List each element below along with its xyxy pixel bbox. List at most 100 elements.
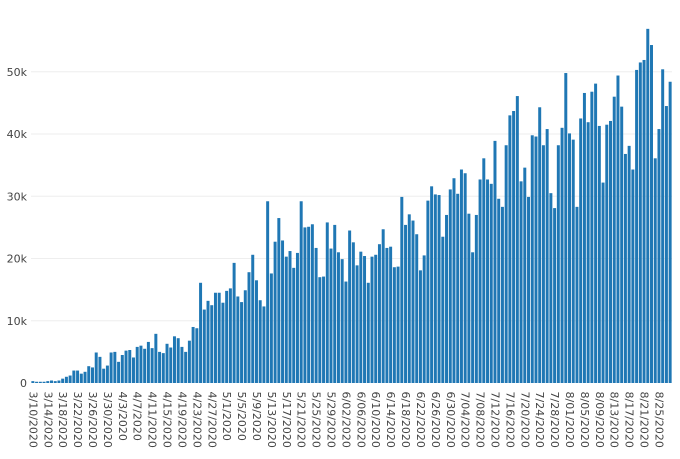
bar bbox=[344, 281, 348, 383]
bar bbox=[612, 96, 616, 383]
bar bbox=[284, 256, 288, 383]
bar bbox=[400, 196, 404, 383]
bar bbox=[430, 186, 434, 383]
bar bbox=[98, 356, 102, 383]
bar bbox=[94, 352, 98, 383]
x-tick-label: 6/14/2020 bbox=[384, 392, 397, 448]
bar bbox=[139, 345, 143, 383]
bar bbox=[418, 270, 422, 383]
bar bbox=[72, 370, 76, 383]
x-tick-label: 3/26/2020 bbox=[86, 392, 99, 448]
bar bbox=[169, 347, 173, 383]
bar bbox=[456, 193, 460, 383]
x-tick-label: 5/5/2020 bbox=[235, 392, 248, 441]
bar bbox=[530, 135, 534, 383]
bar bbox=[489, 183, 493, 383]
x-tick-label: 3/14/2020 bbox=[41, 392, 54, 448]
bar bbox=[83, 371, 87, 383]
bar bbox=[627, 145, 631, 383]
bar bbox=[426, 200, 430, 383]
x-tick-label: 7/16/2020 bbox=[503, 392, 516, 448]
bar bbox=[545, 129, 549, 383]
x-tick-label: 3/30/2020 bbox=[101, 392, 114, 448]
bar bbox=[236, 296, 240, 383]
bar bbox=[232, 262, 236, 383]
bar bbox=[512, 111, 516, 383]
bar bbox=[396, 266, 400, 383]
bar bbox=[299, 201, 303, 383]
x-tick-label: 5/29/2020 bbox=[325, 392, 338, 448]
bar bbox=[191, 326, 195, 383]
bar bbox=[176, 338, 180, 383]
bar bbox=[441, 236, 445, 383]
bar bbox=[486, 179, 490, 383]
bar bbox=[336, 252, 340, 383]
y-tick-label: 50k bbox=[7, 66, 28, 79]
bar bbox=[50, 380, 53, 383]
y-axis: 0 10k 20k 30k 40k 50k bbox=[7, 66, 28, 390]
x-tick-label: 6/02/2020 bbox=[339, 392, 352, 448]
x-tick-label: 8/17/2020 bbox=[623, 392, 636, 448]
bar bbox=[340, 259, 344, 383]
bar bbox=[161, 353, 165, 383]
bar bbox=[76, 370, 80, 383]
bar bbox=[564, 73, 568, 383]
x-tick-label: 5/9/2020 bbox=[250, 392, 263, 441]
bar bbox=[359, 251, 363, 383]
bar bbox=[355, 265, 359, 383]
bar bbox=[187, 340, 191, 383]
bar bbox=[68, 375, 72, 383]
bar bbox=[653, 158, 657, 383]
bar bbox=[254, 280, 258, 383]
x-tick-label: 5/25/2020 bbox=[310, 392, 323, 448]
bar bbox=[262, 306, 266, 383]
bar bbox=[333, 224, 337, 383]
x-tick-label: 7/08/2020 bbox=[474, 392, 487, 448]
bar bbox=[538, 107, 542, 384]
bar bbox=[109, 352, 113, 383]
bar bbox=[597, 125, 601, 383]
bar bbox=[57, 380, 61, 383]
bar bbox=[459, 169, 463, 383]
bar bbox=[143, 348, 147, 383]
bar bbox=[534, 136, 538, 383]
bar bbox=[605, 124, 609, 383]
x-tick-label: 4/11/2020 bbox=[146, 392, 159, 448]
bar bbox=[452, 178, 456, 383]
bar bbox=[210, 305, 214, 383]
x-tick-label: 4/19/2020 bbox=[175, 392, 188, 448]
bar bbox=[243, 290, 247, 383]
bar bbox=[91, 367, 94, 383]
bar bbox=[180, 346, 184, 383]
bar bbox=[594, 83, 598, 384]
bar bbox=[467, 213, 471, 383]
x-tick-label: 4/23/2020 bbox=[190, 392, 203, 448]
bar bbox=[556, 145, 560, 383]
bar bbox=[385, 247, 389, 383]
bar bbox=[258, 300, 262, 383]
bar bbox=[471, 252, 475, 383]
bar bbox=[527, 196, 531, 383]
bar bbox=[571, 139, 575, 383]
bar bbox=[281, 240, 285, 383]
bar bbox=[266, 201, 270, 383]
bar bbox=[225, 290, 229, 383]
bar bbox=[500, 206, 504, 383]
bar bbox=[664, 106, 668, 383]
bar bbox=[318, 277, 322, 383]
x-tick-label: 5/21/2020 bbox=[295, 392, 308, 448]
bar bbox=[657, 129, 661, 383]
bar bbox=[661, 69, 665, 384]
bar bbox=[322, 276, 326, 383]
bar bbox=[411, 220, 415, 383]
x-tick-label: 7/20/2020 bbox=[518, 392, 531, 448]
bar bbox=[310, 224, 314, 383]
bar bbox=[102, 368, 106, 383]
bar bbox=[273, 241, 277, 383]
bar bbox=[325, 222, 329, 383]
bar bbox=[61, 378, 65, 383]
bar bbox=[247, 272, 251, 383]
y-tick-label: 40k bbox=[7, 128, 28, 141]
bar bbox=[474, 214, 478, 383]
